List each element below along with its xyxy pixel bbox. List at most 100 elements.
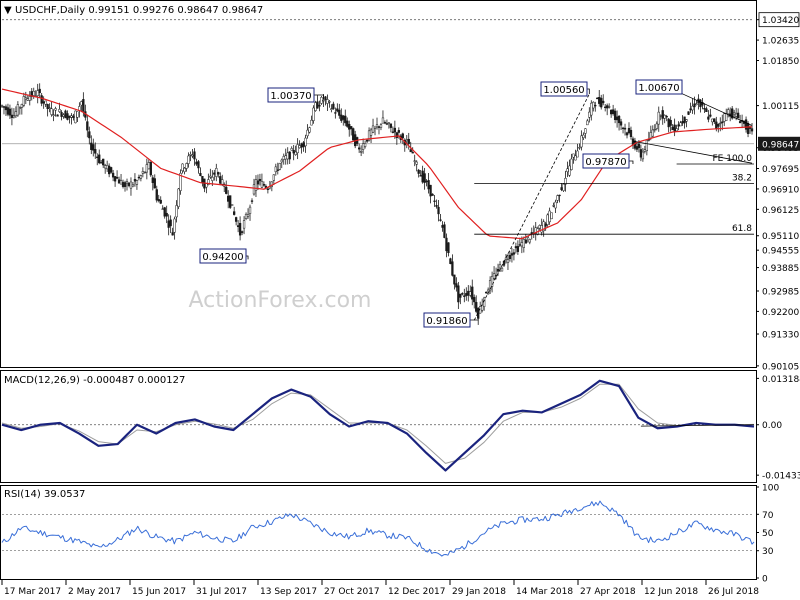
candle-body	[227, 195, 230, 202]
candle-body	[185, 163, 188, 169]
candle-body	[256, 180, 260, 185]
candle-body	[514, 246, 518, 249]
price-tick-label: 1.02635	[762, 37, 799, 47]
candle-body	[143, 171, 147, 174]
price-tick-label: 0.92985	[762, 287, 799, 297]
candle-body	[510, 253, 514, 256]
candle-body	[457, 285, 460, 303]
candle-body	[498, 264, 502, 269]
candle-body	[492, 273, 496, 279]
trend-line	[473, 93, 590, 321]
candle-body	[193, 151, 196, 160]
price-sma	[1, 88, 753, 240]
wedge-lower-line	[632, 140, 753, 164]
candle-body	[187, 155, 190, 164]
candle-body	[92, 144, 95, 151]
candle-body	[629, 129, 633, 138]
level-label: 0.91860	[426, 316, 467, 327]
candle-body	[20, 104, 23, 108]
candle-body	[606, 105, 609, 109]
candle-body	[292, 149, 295, 154]
candle-body	[596, 97, 599, 100]
candle-body	[657, 111, 660, 125]
candle-body	[342, 115, 345, 120]
price-tick-label: 1.01850	[762, 57, 799, 67]
candle-body	[707, 116, 710, 120]
candle-body	[86, 121, 89, 131]
x-tick-label: 17 Mar 2017	[4, 587, 61, 597]
candle-body	[748, 127, 752, 129]
candle-body	[659, 115, 662, 117]
candle-body	[721, 121, 724, 124]
candle-body	[44, 100, 47, 105]
candle-body	[145, 164, 148, 173]
x-axis: 17 Mar 2017 2 May 2017 15 Jun 2017 31 Jul 2…	[1, 580, 759, 597]
level-label: 1.00370	[270, 91, 311, 102]
candle-body	[522, 239, 525, 248]
fib-label: FE 100.0	[713, 154, 753, 164]
x-tick-label: 26 Jul 2018	[708, 587, 759, 597]
candle-body	[673, 124, 676, 133]
candle-body	[250, 200, 254, 202]
candle-body	[665, 116, 668, 118]
price-axis: 1.034201.026351.018501.001150.984950.976…	[756, 12, 800, 372]
candle-body	[258, 178, 262, 182]
candle-body	[58, 109, 61, 112]
candle-body	[439, 219, 442, 221]
candle-body	[232, 211, 236, 215]
candle-body	[338, 109, 341, 116]
rsi-line	[1, 500, 755, 557]
candle-body	[308, 127, 311, 133]
candle-body	[219, 176, 222, 184]
candle-body	[506, 259, 510, 263]
candle-body	[127, 182, 131, 186]
candle-body	[689, 108, 692, 111]
candle-body	[570, 158, 573, 170]
candle-body	[469, 291, 472, 296]
candle-body	[669, 119, 672, 126]
rsi-title: RSI(14) 39.0537	[4, 489, 85, 500]
candle-body	[746, 123, 750, 134]
candle-body	[234, 217, 238, 222]
candle-body	[96, 156, 99, 158]
candle-body	[568, 165, 571, 176]
candle-body	[32, 90, 35, 96]
x-tick-label: 27 Apr 2018	[580, 587, 636, 597]
candle-body	[40, 95, 43, 104]
candle-body	[611, 109, 615, 115]
candle-body	[56, 114, 59, 117]
rsi-panel	[0, 485, 757, 580]
wedge-upper-line	[676, 90, 753, 126]
candle-body	[52, 114, 55, 116]
candle-body	[615, 116, 619, 121]
candle-body	[604, 106, 607, 108]
level-box	[635, 79, 683, 95]
candle-body	[6, 107, 10, 115]
candle-body	[538, 225, 541, 229]
candle-body	[189, 154, 192, 156]
price-tick-label: 0.96910	[762, 185, 799, 195]
candle-body	[350, 126, 353, 130]
candle-body	[304, 137, 307, 147]
candle-body	[709, 114, 712, 117]
candle-body	[619, 121, 623, 126]
candle-body	[209, 175, 212, 178]
candle-body	[328, 101, 331, 103]
candle-body	[22, 96, 25, 106]
candle-body	[104, 165, 107, 169]
candle-body	[467, 290, 470, 296]
level-leader	[314, 94, 324, 99]
candle-body	[635, 146, 639, 150]
candle-body	[50, 108, 53, 115]
candle-body	[608, 106, 611, 108]
level-box	[540, 81, 588, 97]
candle-body	[266, 188, 270, 190]
candle-body	[38, 88, 41, 94]
candle-body	[80, 101, 83, 106]
candle-body	[54, 108, 57, 111]
level-leader	[587, 88, 590, 95]
header-arrow-icon: ▼	[4, 5, 12, 16]
candle-body	[592, 101, 595, 109]
price-tick-label: 0.91330	[762, 331, 799, 341]
candle-body	[385, 123, 389, 125]
